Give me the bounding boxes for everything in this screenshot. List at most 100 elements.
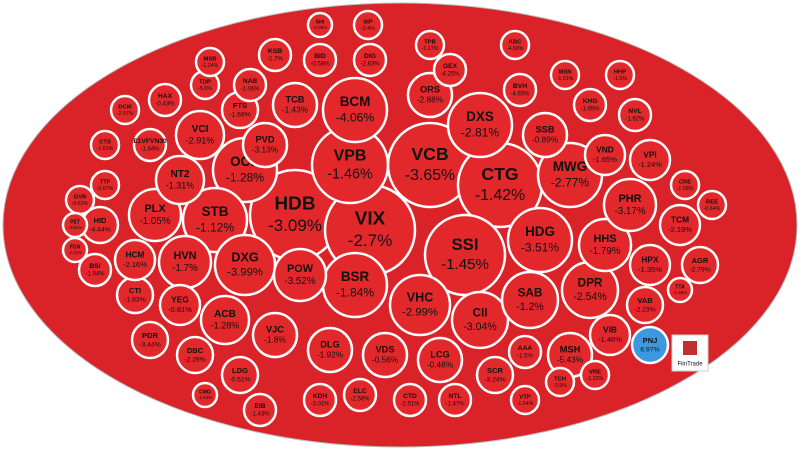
cell [500,270,560,330]
cell-name: TTA [675,285,685,291]
cell-change: -3.65% [405,167,455,184]
cell-name: POW [287,263,314,275]
cell-name: CTG [481,164,518,184]
cell-name: DBC [187,346,204,355]
cell-name: VRE [589,369,601,375]
cell-name: HDG [525,224,555,239]
cell-name: GVR [74,194,87,200]
cell-name: KBC [509,39,522,45]
cell [658,203,702,247]
cell-name: FCN [70,245,81,251]
cell-name: ACB [214,309,236,320]
cell [544,366,576,398]
cell [175,335,215,375]
cell-change: -2.88% [417,95,444,105]
cell [506,206,574,274]
cell [321,76,389,144]
cell-name: SCR [487,366,503,375]
cell-name: NAB [243,78,258,85]
cell-change: -4.25% [440,72,460,78]
cell-name: TDP [199,79,211,85]
cell-name: YEG [171,295,189,305]
cell-change: -0.81% [168,305,192,314]
cell-change: -1.43% [250,412,270,418]
cell-name: VCI [192,124,209,135]
cell [625,285,665,325]
cell-name: VIX [355,209,386,230]
cell-name: VDS [376,344,395,354]
cell-change: -5.43% [557,355,584,365]
cell-name: DIG [364,53,376,60]
cell-name: LDG [232,366,248,375]
cell [577,217,633,273]
cell [628,243,672,287]
cell-change: -1.79% [589,246,620,257]
cell-change: -2.23% [634,306,656,313]
cell-change: -1.43% [282,105,309,115]
cell [352,42,388,78]
cell [507,334,543,370]
cell [588,313,632,357]
cell [232,67,268,103]
cell-change: -3.13% [252,145,279,155]
cell-change: -5.6% [198,86,212,92]
cell [502,72,538,108]
cell [181,186,249,254]
cell-change: -1.45% [441,256,489,273]
cell [669,169,701,201]
cell [680,245,720,285]
cell-change: -1.31% [166,180,195,190]
cell-name: BSI [89,263,100,270]
cell-name: NTL [448,393,461,400]
cell-change: -2.29% [184,356,206,363]
cell [241,121,289,169]
cell-change: -1.7% [172,263,198,274]
cell-change: -1.5% [613,76,627,82]
cell [306,326,354,374]
cell-name: CMG [199,390,211,396]
cell [361,331,409,379]
cell-change: -4.65% [510,92,530,98]
cell-name: TPB [424,39,436,45]
cell-change: -1.58% [677,186,694,192]
cell-name: TCH [554,376,566,382]
cell-name: TCM [671,215,689,225]
cell-change: -3.17% [614,206,645,217]
cell-change: -1.61% [97,146,114,152]
cell-change: -1.28% [211,320,240,330]
cell-change: -2.99% [402,307,438,319]
cell-change: -2.19% [668,225,692,234]
cell-change: 6.97% [640,346,659,353]
cell-change: -4.44% [89,226,111,233]
cell [499,29,531,61]
cell-name: PVD [256,134,275,144]
cell [302,42,338,78]
cell-name: HID [94,216,108,225]
cell [199,294,251,346]
cell-change: -1.51% [557,76,574,82]
cell-change: -1.64% [517,401,534,407]
cell-name: TCB [286,94,305,104]
cell-name: KDH [313,393,328,400]
cell [194,46,226,78]
cell-change: -1.24% [638,160,662,169]
cell [352,9,384,41]
cell-name: VJC [266,324,284,334]
cell [191,381,219,409]
cell-name: DLG [320,339,340,349]
cell [388,273,452,337]
cell-change: -1.35% [638,265,662,274]
cell-name: HPX [641,255,659,265]
cell-name: AGR [692,256,709,265]
cell [666,276,694,304]
cell-change: -1.38% [673,290,687,295]
cell [630,325,670,365]
cell-name: VND [596,145,614,155]
cell-change: -0.67% [97,186,114,192]
cell-name: PHR [618,193,641,205]
cell-name: HHP [614,69,626,75]
cell-name: SSB [536,124,555,134]
cell [579,359,611,391]
cell-change: -1.42% [475,187,525,204]
cell [109,94,141,126]
